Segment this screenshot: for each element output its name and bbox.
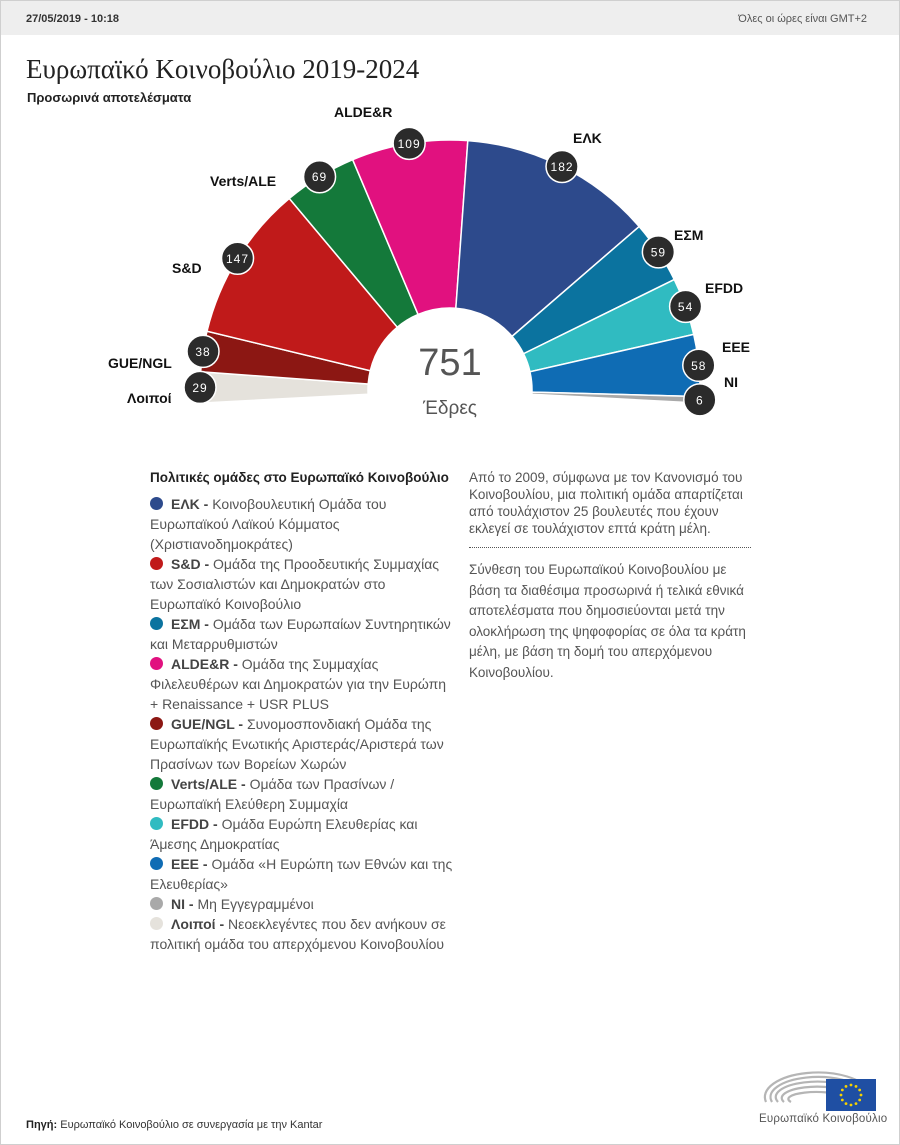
seat-wedge (206, 197, 399, 372)
legend-color-dot (150, 557, 163, 570)
legend-desc: Ομάδα Ευρώπη Ελευθερίας και Άμεσης Δημοκ… (150, 816, 418, 852)
seat-count-bubble: 69 (302, 159, 337, 194)
source-label: Πηγή: (26, 1119, 58, 1131)
legend-desc: Ομάδα των Πρασίνων / Ευρωπαϊκή Ελεύθερη … (150, 776, 395, 812)
seat-count-bubble: 182 (545, 149, 579, 184)
seat-wedge (455, 139, 641, 338)
party-label-enf: EEE (722, 339, 751, 355)
legend-abbr: EFDD - (171, 816, 218, 832)
seat-count-bubble: 59 (641, 235, 676, 269)
party-label-sd: S&D (172, 260, 202, 276)
legend-item: GUE/NGL - Συνομοσπονδιακή Ομάδα της Ευρω… (150, 714, 455, 774)
legend-desc: Κοινοβουλευτική Ομάδα του Ευρωπαϊκού Λαϊ… (150, 496, 387, 552)
legend-desc: Μη Εγγεγραμμένοι (197, 896, 314, 912)
total-seats: 751 (418, 342, 482, 384)
party-label-ecr: ΕΣΜ (674, 227, 704, 243)
legend-color-dot (150, 857, 163, 870)
page-subtitle: Προσωρινά αποτελέσματα (27, 90, 192, 105)
legend-abbr: EEE - (171, 856, 208, 872)
party-label-others: Λοιποί (127, 390, 172, 406)
legend-desc: Ομάδα των Ευρωπαίων Συντηρητικών και Μετ… (150, 616, 451, 652)
legend-abbr: Λοιποί - (171, 916, 225, 932)
legend-abbr: S&D - (171, 556, 210, 572)
legend-abbr: GUE/NGL - (171, 716, 244, 732)
party-label-epp: ΕΛΚ (573, 130, 602, 146)
legend-color-dot (150, 617, 163, 630)
composition-note: Σύνθεση του Ευρωπαϊκού Κοινοβουλίου με β… (469, 562, 746, 680)
source-text: Ευρωπαϊκό Κοινοβούλιο σε συνεργασία με τ… (60, 1119, 323, 1131)
legend-item: ΕΣΜ - Ομάδα των Ευρωπαίων Συντηρητικών κ… (150, 614, 455, 654)
legend-color-dot (150, 657, 163, 670)
group-rule-note: Από το 2009, σύμφωνα με τον Κανονισμό το… (469, 469, 751, 548)
seat-count-label: 54 (678, 300, 693, 314)
timezone-note: Όλες οι ώρες είναι GMT+2 (738, 13, 867, 25)
party-label-verts-ale: Verts/ALE (210, 173, 277, 189)
legend-item: EEE - Ομάδα «Η Ευρώπη των Εθνών και της … (150, 854, 455, 894)
party-label-efdd: EFDD (705, 280, 744, 296)
legend: Πολιτικές ομάδες στο Ευρωπαϊκό Κοινοβούλ… (150, 468, 455, 954)
top-bar: 27/05/2019 - 10:18 Όλες οι ώρες είναι GM… (1, 1, 899, 35)
party-label-ni: NI (724, 374, 738, 390)
legend-color-dot (150, 717, 163, 730)
legend-item: EFDD - Ομάδα Ευρώπη Ελευθερίας και Άμεση… (150, 814, 455, 854)
legend-title: Πολιτικές ομάδες στο Ευρωπαϊκό Κοινοβούλ… (150, 470, 449, 485)
legend-item: ΕΛΚ - Κοινοβουλευτική Ομάδα του Ευρωπαϊκ… (150, 494, 455, 554)
seat-count-label: 147 (226, 252, 249, 266)
seat-count-label: 29 (192, 381, 207, 395)
hemicycle-chart: 29 38 147 69 109 182 59 54 58 6 (183, 126, 717, 417)
legend-color-dot (150, 497, 163, 510)
source-note: Πηγή: Ευρωπαϊκό Κοινοβούλιο σε συνεργασί… (26, 1119, 322, 1131)
seats-label: Έδρες (423, 398, 477, 419)
seat-count-label: 6 (696, 393, 704, 407)
update-timestamp: 27/05/2019 - 10:18 (26, 13, 119, 25)
legend-color-dot (150, 817, 163, 830)
legend-item: Λοιποί - Νεοεκλεγέντες που δεν ανήκουν σ… (150, 914, 455, 954)
legend-desc: Νεοεκλεγέντες που δεν ανήκουν σε πολιτικ… (150, 916, 446, 952)
european-parliament-logo (763, 1071, 876, 1111)
seat-count-bubble: 54 (668, 289, 703, 324)
legend-desc: Συνομοσπονδιακή Ομάδα της Ευρωπαϊκής Ενω… (150, 716, 444, 772)
notes: Από το 2009, σύμφωνα με τον Κανονισμό το… (469, 469, 751, 683)
legend-item: S&D - Ομάδα της Προοδευτικής Συμμαχίας τ… (150, 554, 455, 614)
legend-desc: Ομάδα της Προοδευτικής Συμμαχίας των Σοσ… (150, 556, 440, 612)
legend-abbr: ΕΛΚ - (171, 496, 209, 512)
legend-item: NI - Μη Εγγεγραμμένοι (150, 894, 455, 914)
seat-count-label: 58 (691, 359, 706, 373)
seat-count-label: 109 (398, 137, 421, 151)
party-label-gue-ngl: GUE/NGL (108, 355, 172, 371)
legend-desc: Ομάδα «Η Ευρώπη των Εθνών και της Ελευθε… (150, 856, 453, 892)
legend-color-dot (150, 917, 163, 930)
party-label-alde-r: ALDE&R (334, 104, 393, 120)
seat-count-bubble: 58 (682, 348, 716, 383)
seat-count-bubble: 147 (220, 241, 255, 276)
legend-color-dot (150, 777, 163, 790)
legend-item: Verts/ALE - Ομάδα των Πρασίνων / Ευρωπαϊ… (150, 774, 455, 814)
seat-count-bubble: 6 (683, 383, 717, 417)
seat-count-bubble: 109 (392, 126, 426, 161)
legend-abbr: ALDE&R - (171, 656, 238, 672)
seat-count-label: 38 (195, 345, 210, 359)
page-title: Ευρωπαϊκό Κοινοβούλιο 2019-2024 (26, 54, 420, 84)
seat-count-label: 59 (651, 245, 666, 259)
legend-abbr: ΕΣΜ - (171, 616, 209, 632)
legend-item: ALDE&R - Ομάδα της Συμμαχίας Φιλελευθέρω… (150, 654, 455, 714)
legend-color-dot (150, 897, 163, 910)
legend-desc: Ομάδα της Συμμαχίας Φιλελευθέρων και Δημ… (150, 656, 447, 712)
legend-abbr: NI - (171, 896, 194, 912)
seat-count-bubble: 38 (186, 334, 220, 369)
seat-count-bubble: 29 (183, 370, 217, 405)
seat-count-label: 69 (312, 170, 327, 184)
logo-text: Ευρωπαϊκό Κοινοβούλιο (759, 1113, 888, 1125)
seat-count-label: 182 (551, 160, 574, 174)
legend-abbr: Verts/ALE - (171, 776, 246, 792)
